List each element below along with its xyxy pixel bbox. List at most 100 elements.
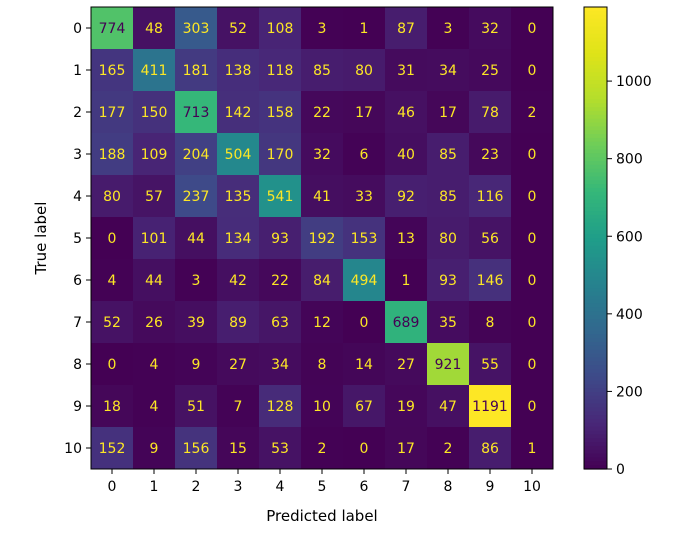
cell-value-label: 87 (397, 21, 415, 37)
heatmap-cell (469, 175, 512, 218)
colorbar-segment (584, 261, 607, 266)
heatmap-cell (259, 175, 302, 218)
cell-value-label: 52 (229, 21, 247, 37)
cell-value-label: 93 (439, 273, 457, 289)
y-tick-label: 5 (73, 231, 82, 247)
colorbar-segment (584, 176, 607, 181)
heatmap-cell (133, 175, 176, 218)
colorbar-segment (584, 264, 607, 270)
cell-value-label: 101 (141, 231, 168, 247)
cell-value-label: 19 (397, 399, 415, 415)
colorbar-segment (584, 161, 607, 166)
heatmap-cell (301, 259, 344, 302)
colorbar-segment (584, 141, 607, 147)
cell-value-label: 14 (355, 357, 373, 373)
colorbar-segment (584, 145, 607, 151)
colorbar-segment (584, 107, 607, 112)
heatmap-cell (427, 133, 470, 176)
colorbar-segment (584, 207, 607, 212)
heatmap-cell (175, 91, 218, 134)
heatmap-cell (427, 217, 470, 260)
colorbar-segment (584, 126, 607, 131)
heatmap-cell (217, 7, 260, 50)
colorbar-segment (584, 10, 607, 16)
heatmap-cell (427, 259, 470, 302)
colorbar-segment (584, 307, 607, 312)
cell-value-label: 52 (103, 315, 121, 331)
cell-value-label: 0 (528, 231, 537, 247)
heatmap-cell (91, 385, 134, 428)
cell-value-label: 8 (318, 357, 327, 373)
heatmap-cell (217, 49, 260, 92)
colorbar-segment (584, 95, 607, 100)
y-tick-label: 10 (64, 441, 82, 457)
heatmap-cell (91, 217, 134, 260)
colorbar-segment (584, 149, 607, 154)
cell-value-label: 3 (318, 21, 327, 37)
colorbar-segment (584, 411, 607, 416)
colorbar-tick-label: 800 (616, 152, 643, 168)
heatmap-cell (259, 343, 302, 386)
colorbar-segment (584, 395, 607, 401)
colorbar-segment (584, 37, 607, 43)
x-tick-label: 4 (276, 479, 285, 495)
cell-value-label: 9 (150, 441, 159, 457)
heatmap-cell (385, 427, 428, 470)
y-tick-label: 0 (73, 21, 82, 37)
heatmap-cell (469, 343, 512, 386)
heatmap-cell (217, 343, 260, 386)
colorbar-segment (584, 168, 607, 174)
heatmap-cell (133, 427, 176, 470)
heatmap-cell (385, 343, 428, 386)
colorbar-segment (584, 53, 607, 58)
cell-value-label: 40 (397, 147, 415, 163)
colorbar-segment (584, 164, 607, 170)
cell-value-label: 0 (528, 357, 537, 373)
colorbar-segment (584, 368, 607, 374)
colorbar-segment (584, 187, 607, 193)
colorbar-segment (584, 64, 607, 70)
cell-value-label: 142 (225, 105, 252, 121)
cell-value-label: 0 (528, 189, 537, 205)
cell-value-label: 0 (528, 21, 537, 37)
cell-value-label: 85 (313, 63, 331, 79)
colorbar-segment (584, 353, 607, 358)
heatmap-cell (259, 385, 302, 428)
colorbar-segment (584, 226, 607, 231)
cell-value-label: 1 (360, 21, 369, 37)
colorbar-segment (584, 322, 607, 328)
cell-value-label: 303 (183, 21, 210, 37)
cell-value-label: 34 (271, 357, 289, 373)
heatmap-cell (217, 217, 260, 260)
cell-value-label: 6 (360, 147, 369, 163)
colorbar-segment (584, 376, 607, 382)
colorbar-segment (584, 134, 607, 139)
heatmap-cell (217, 133, 260, 176)
colorbar-segment (584, 288, 607, 293)
y-tick-label: 1 (73, 63, 82, 79)
colorbar-segment (584, 214, 607, 220)
cell-value-label: 85 (439, 147, 457, 163)
heatmap-cell (511, 343, 554, 386)
cell-value-label: 56 (481, 231, 499, 247)
colorbar-segment (584, 291, 607, 297)
y-tick-label: 3 (73, 147, 82, 163)
colorbar-tick-label: 400 (616, 307, 643, 323)
cell-value-label: 53 (271, 441, 289, 457)
heatmap-cell (385, 301, 428, 344)
heatmap-cell (175, 427, 218, 470)
heatmap-cell (343, 427, 386, 470)
cell-value-label: 3 (192, 273, 201, 289)
x-tick-label: 9 (486, 479, 495, 495)
x-tick-label: 1 (150, 479, 159, 495)
colorbar-segment (584, 384, 607, 389)
cell-value-label: 0 (528, 147, 537, 163)
cell-value-label: 921 (435, 357, 462, 373)
cell-value-label: 146 (477, 273, 504, 289)
colorbar-segment (584, 361, 607, 366)
heatmap-cell (91, 49, 134, 92)
heatmap-cell (91, 133, 134, 176)
colorbar-segment (584, 434, 607, 439)
heatmap-cell (301, 343, 344, 386)
cell-value-label: 17 (397, 441, 415, 457)
